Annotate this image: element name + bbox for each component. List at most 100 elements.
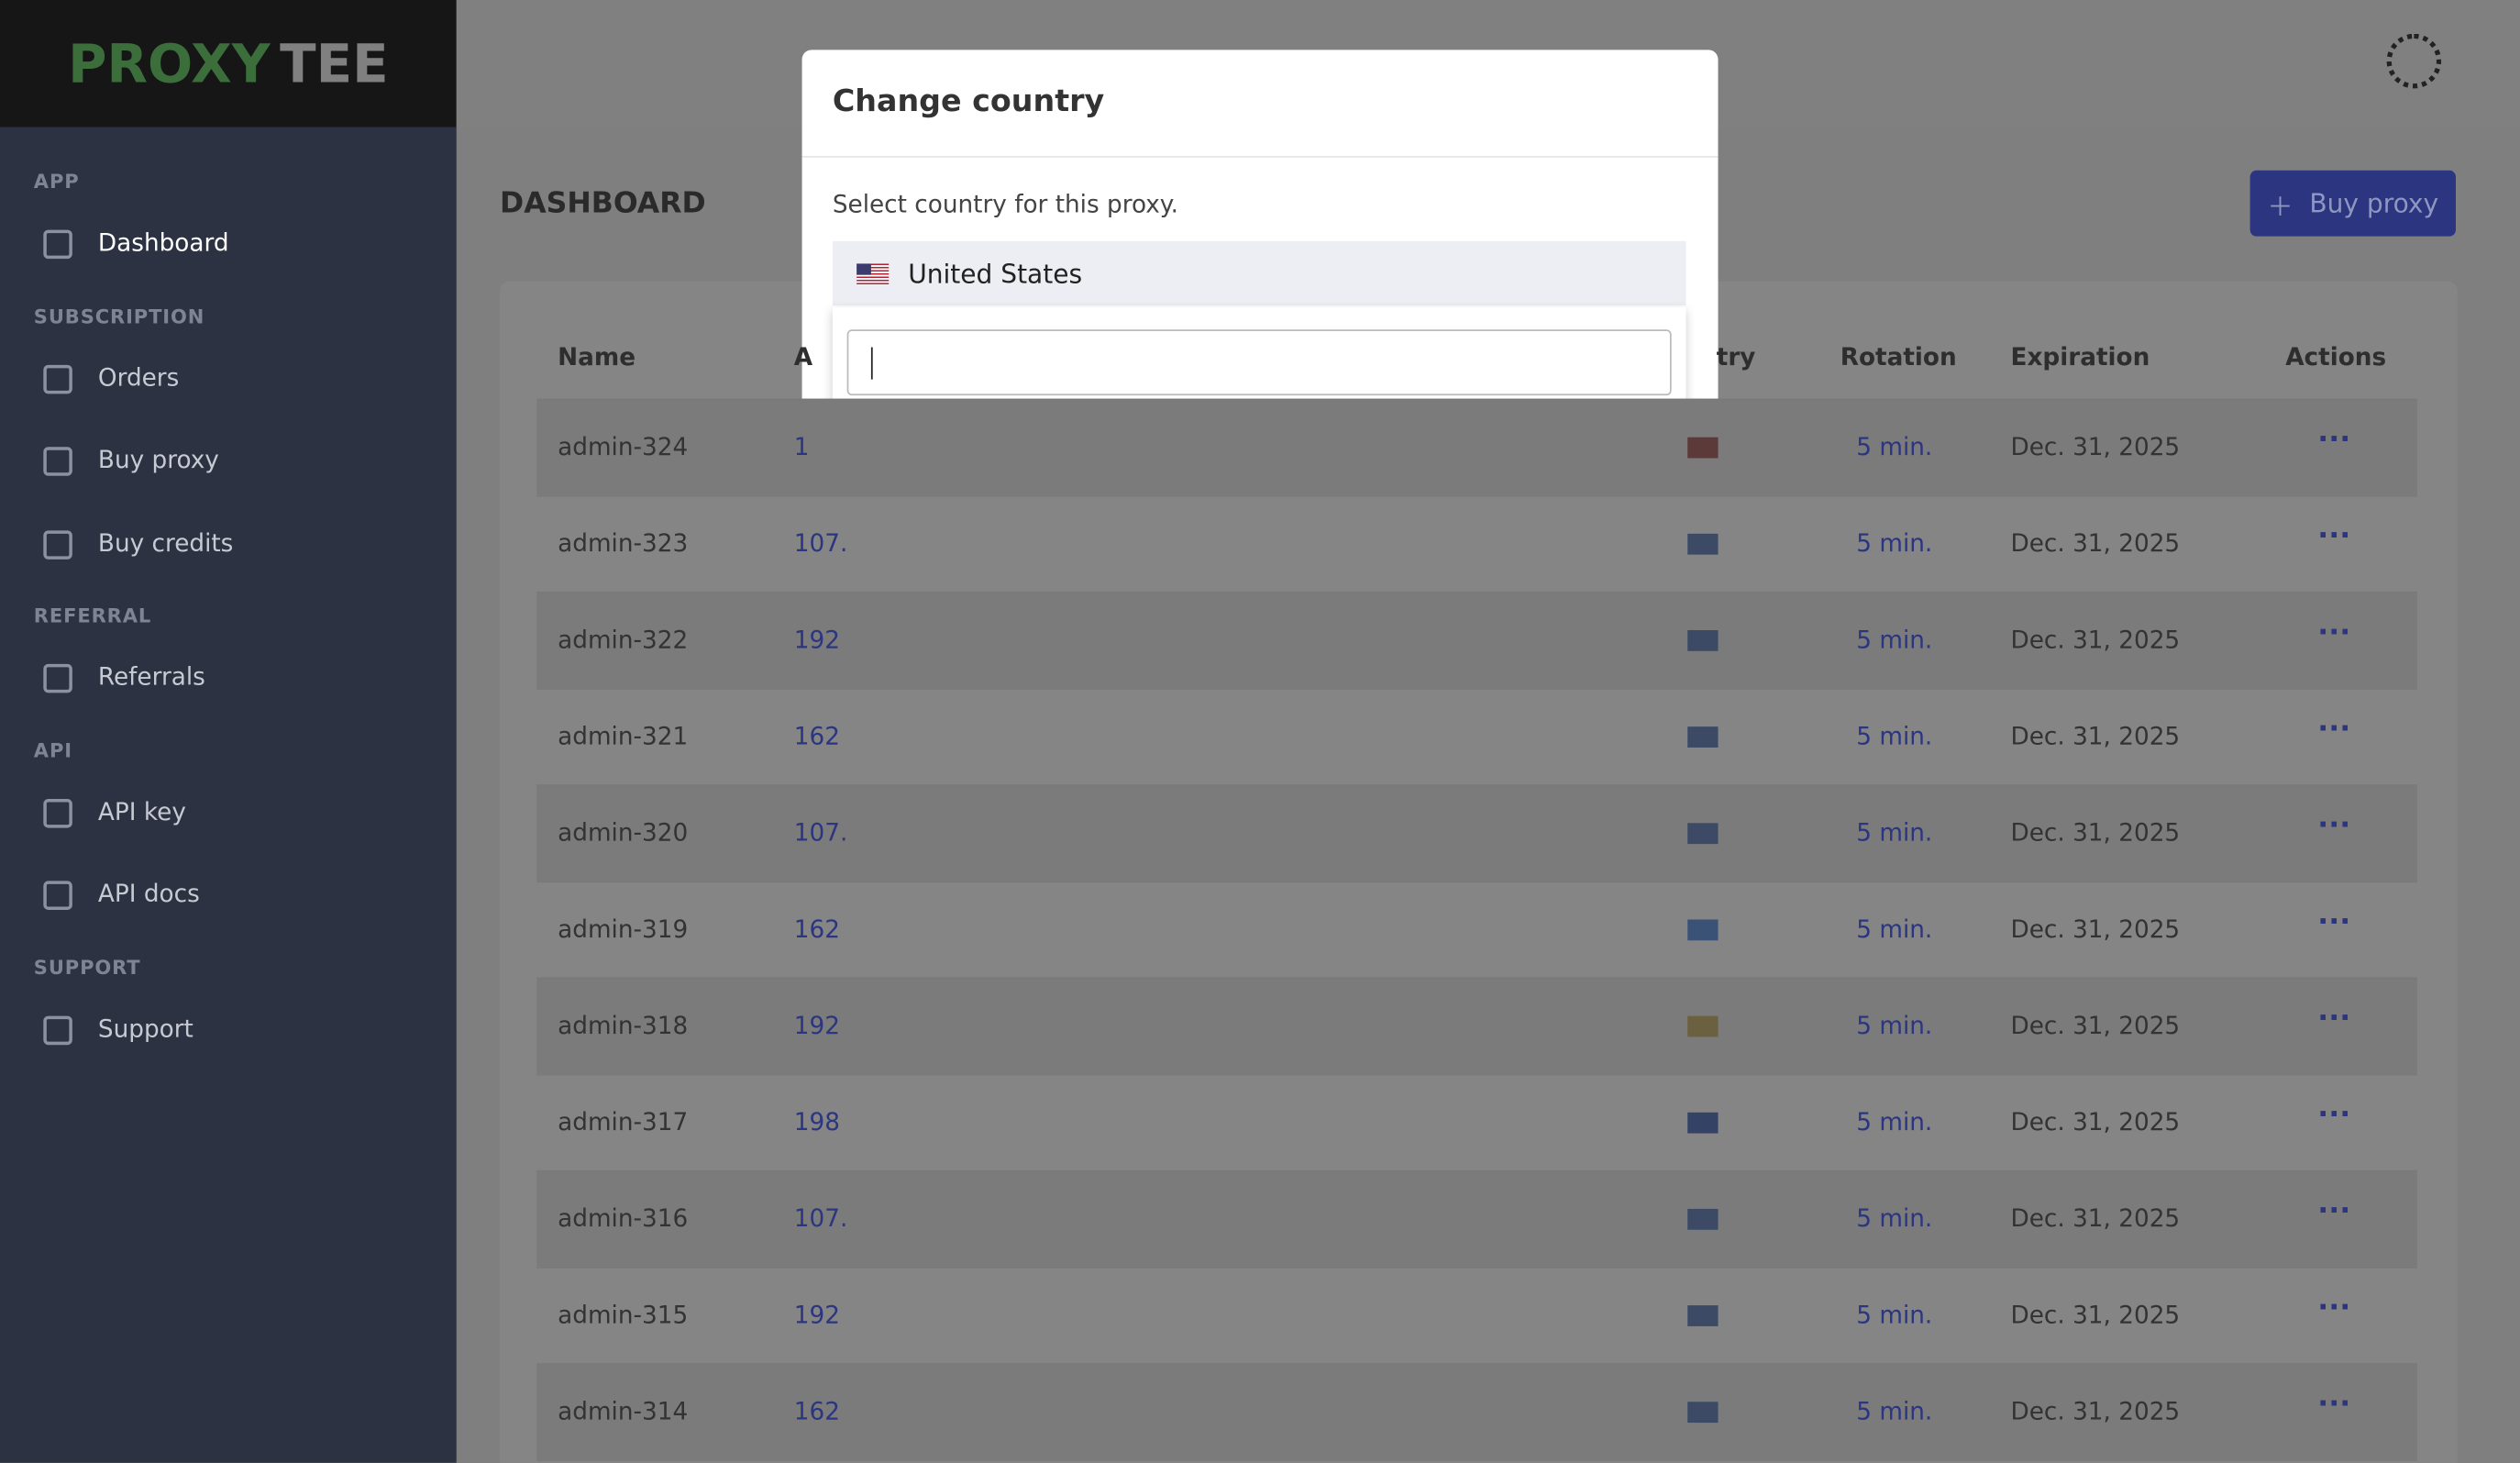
country-flag [1687,919,1719,941]
actions-button[interactable]: ··· [2317,1291,2351,1325]
nav-item[interactable]: Buy credits [97,527,234,558]
expiration: Dec. 31, 2025 [2010,1203,2181,1234]
actions-button[interactable]: ··· [2317,712,2351,747]
expiration: Dec. 31, 2025 [2010,1397,2181,1426]
actions-button[interactable]: ··· [2317,1001,2351,1036]
column-header: A [793,342,813,371]
nav-icon [43,529,72,560]
expiration: Dec. 31, 2025 [2010,1011,2181,1040]
proxy-ip: 107. [793,1203,848,1234]
logo-part: PROXY [68,32,271,95]
nav-icon [43,363,72,393]
proxy-name: admin-319 [558,914,689,944]
table-row: admin-322 192 5 min. Dec. 31, 2025 ··· [536,591,2417,690]
actions-button[interactable]: ··· [2317,1387,2351,1422]
rotation: 5 min. [1856,1107,1933,1137]
expiration: Dec. 31, 2025 [2010,721,2181,751]
column-header: Actions [2285,342,2387,371]
expiration: Dec. 31, 2025 [2010,1300,2181,1330]
actions-button[interactable]: ··· [2317,615,2351,650]
nav-icon [43,663,72,693]
nav-section: SUBSCRIPTION [33,305,205,327]
nav-item[interactable]: API docs [97,879,200,909]
nav-section: SUPPORT [33,955,141,979]
table-row: admin-315 192 5 min. Dec. 31, 2025 ··· [536,1267,2417,1365]
nav-icon [43,798,72,827]
table-row: admin-323 107. 5 min. Dec. 31, 2025 ··· [536,494,2417,593]
rotation: 5 min. [1856,914,1933,944]
table-row: admin-321 162 5 min. Dec. 31, 2025 ··· [536,688,2417,787]
country-flag [1687,823,1719,845]
country-flag [1687,1305,1719,1326]
buy-proxy-button[interactable]: ＋ Buy proxy [2249,170,2456,237]
actions-button[interactable]: ··· [2317,519,2351,553]
country-flag [1687,1208,1719,1230]
country-flag [1687,1015,1719,1037]
avatar[interactable] [2386,33,2442,89]
proxy-ip: 162 [793,721,840,751]
proxy-ip: 162 [793,914,840,944]
table-row: admin-319 162 5 min. Dec. 31, 2025 ··· [536,881,2417,980]
actions-button[interactable]: ··· [2317,1194,2351,1228]
proxy-name: admin-318 [558,1011,689,1040]
proxy-ip: 107. [793,528,848,559]
actions-button[interactable]: ··· [2317,1098,2351,1132]
proxy-ip: 162 [793,1397,840,1426]
country-flag [1687,1402,1719,1424]
country-flag [1687,1112,1719,1134]
nav-item[interactable]: API key [97,796,186,826]
rotation: 5 min. [1856,625,1933,655]
expiration: Dec. 31, 2025 [2010,914,2181,944]
table-row: admin-316 107. 5 min. Dec. 31, 2025 ··· [536,1169,2417,1269]
expiration: Dec. 31, 2025 [2010,432,2181,461]
table-row: admin-317 198 5 min. Dec. 31, 2025 ··· [536,1073,2417,1172]
actions-button[interactable]: ··· [2317,422,2351,457]
nav-section: REFERRAL [33,604,152,627]
column-header: try [1716,342,1756,371]
divider [801,156,1719,158]
table-row: admin-318 192 5 min. Dec. 31, 2025 ··· [536,977,2417,1076]
country-select[interactable]: United States [832,240,1686,305]
flag [857,262,890,284]
actions-button[interactable]: ··· [2317,808,2351,843]
proxy-name: admin-316 [558,1203,689,1234]
modal-title: Change country [832,83,1105,119]
rotation: 5 min. [1856,432,1933,461]
proxy-name: admin-320 [558,818,689,848]
logo-part: TEE [280,32,389,95]
proxy-name: admin-324 [558,432,689,461]
proxy-name: admin-314 [558,1397,689,1426]
country-flag [1687,533,1719,555]
nav-item[interactable]: Referrals [97,662,205,692]
logo[interactable]: PROXY TEE [0,0,457,127]
nav-item[interactable]: Dashboard [97,227,229,258]
table-row: admin-320 107. 5 min. Dec. 31, 2025 ··· [536,784,2417,883]
proxy-ip: 1 [793,432,810,461]
expiration: Dec. 31, 2025 [2010,818,2181,848]
selected-country: United States [908,258,1083,289]
button-label: Buy proxy [2309,188,2439,219]
proxy-ip: 192 [793,1011,840,1040]
modal-description: Select country for this proxy. [832,189,1178,219]
nav-icon [43,881,72,910]
proxy-name: admin-322 [558,625,689,655]
rotation: 5 min. [1856,1300,1933,1330]
proxy-name: admin-317 [558,1107,689,1137]
proxy-ip: 198 [793,1107,840,1137]
caret [870,347,873,380]
actions-button[interactable]: ··· [2317,904,2351,939]
country-flag [1687,726,1719,748]
rotation: 5 min. [1856,528,1933,559]
nav-item[interactable]: Orders [97,362,180,392]
column-header: Expiration [2010,342,2150,371]
expiration: Dec. 31, 2025 [2010,1107,2181,1137]
nav-icon [43,229,72,260]
proxy-ip: 192 [793,625,840,655]
nav-section: APP [33,170,80,194]
rotation: 5 min. [1856,1203,1933,1234]
search-input[interactable] [846,329,1672,396]
nav-item[interactable]: Support [97,1014,193,1043]
nav-item[interactable]: Buy proxy [97,445,219,475]
country-flag [1687,630,1719,651]
